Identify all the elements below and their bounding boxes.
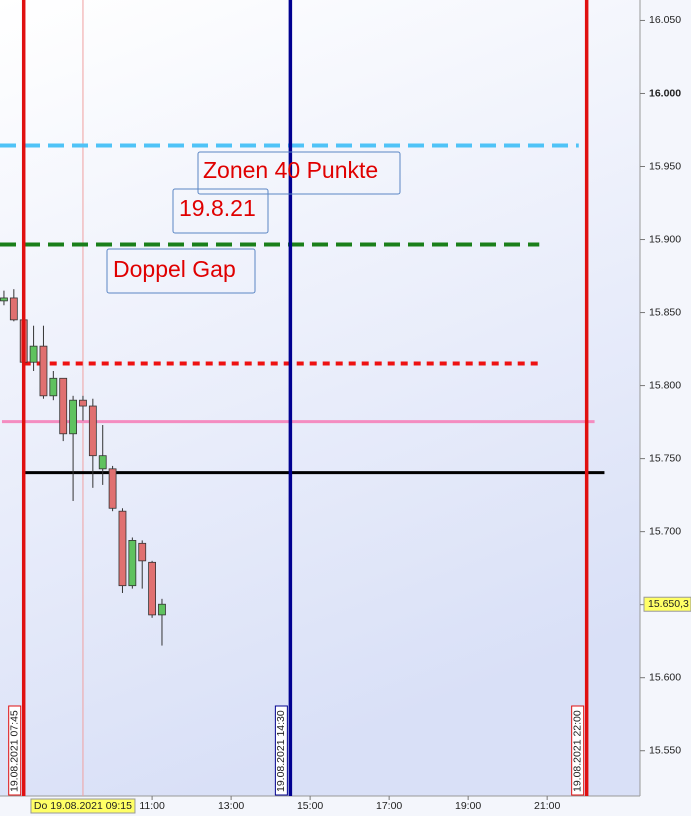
x-tick-label: 11:00 [139, 800, 165, 812]
y-axis-panel [640, 0, 691, 816]
y-tick-label: 15.800 [649, 379, 681, 391]
last-price-label: 15.650,3 [648, 598, 689, 610]
annotation: Doppel Gap [106, 248, 256, 294]
candle-body [0, 297, 8, 302]
vertical-line-label-box [274, 705, 288, 796]
vertical-line-label: 19.08.2021 22:00 [571, 710, 583, 792]
candle-body [49, 377, 58, 397]
x-tick-label: 13:00 [218, 800, 244, 812]
plot-background [0, 0, 640, 796]
candle-body [98, 455, 107, 470]
annotation-text: 19.8.21 [179, 195, 256, 221]
y-tick-label: 16.000 [649, 87, 681, 99]
x-tick-label: 19:00 [455, 800, 481, 812]
crosshair-label: Do 19.08.2021 09:15 [34, 800, 132, 812]
candle-body [88, 405, 97, 457]
x-tick-label: 17:00 [376, 800, 402, 812]
candle-body [118, 510, 127, 587]
annotation-box [197, 151, 401, 195]
y-tick-label: 15.850 [649, 306, 681, 318]
y-tick-label: 15.900 [649, 233, 681, 245]
annotation-box [106, 248, 256, 294]
candle-body [128, 540, 137, 587]
candle-body [138, 542, 147, 562]
x-tick-label: 21:00 [534, 800, 560, 812]
vertical-line-label: 19.08.2021 07:45 [8, 710, 20, 792]
y-tick-label: 16.050 [649, 14, 681, 26]
vertical-line-label: 19.08.2021 14:30 [275, 710, 287, 792]
candle-body [158, 603, 166, 616]
y-tick-label: 15.600 [649, 671, 681, 683]
annotation: Zonen 40 Punkte [197, 151, 401, 195]
candle-body [79, 399, 87, 407]
candle-body [29, 345, 38, 363]
candle-body [59, 377, 68, 435]
marks: 19.08.2021 07:45 19.08.2021 14:30 19.08.20… [0, 0, 605, 796]
vertical-line-label-box [571, 705, 585, 796]
candle-body [148, 561, 156, 616]
last-price-box [643, 596, 691, 612]
annotation-box [172, 188, 269, 234]
candle-body [39, 345, 48, 397]
y-tick-label: 15.550 [649, 745, 681, 757]
annotation: 19.8.21 [172, 188, 269, 234]
vertical-line-label-box [8, 705, 22, 796]
y-tick-label: 15.700 [649, 525, 681, 537]
candle-body [9, 297, 18, 321]
y-tick-label: 15.950 [649, 160, 681, 172]
candle-body [108, 468, 117, 509]
annotation-text: Doppel Gap [113, 256, 236, 282]
crosshair-label-box [30, 798, 136, 814]
x-axis-panel [0, 796, 691, 816]
x-tick-label: 15:00 [297, 800, 323, 812]
annotation-text: Zonen 40 Punkte [203, 157, 378, 183]
candle-body [69, 399, 77, 435]
y-tick-label: 15.750 [649, 452, 681, 464]
